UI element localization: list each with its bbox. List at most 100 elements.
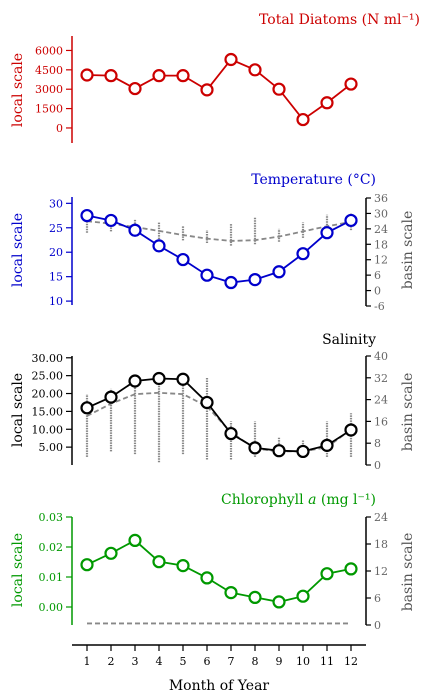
data-point [104,546,118,560]
data-point [200,395,214,410]
data-point [176,252,190,267]
right-tick-label: 32 [374,372,388,385]
data-point [80,68,94,82]
data-point [128,81,142,96]
data-point [80,558,94,572]
left-axis: 0 1500 3000 4500 6000 local scale [10,36,73,143]
data-point [128,533,142,548]
data-point [272,444,286,458]
data-point [224,275,238,290]
x-tick-label: 5 [180,655,187,668]
data-point [320,567,334,581]
local-series-points [80,208,358,290]
left-tick-label: 4500 [35,64,63,77]
right-tick-label: 24 [374,223,388,236]
data-point [104,390,118,404]
right-tick-label: 18 [374,538,388,551]
panel-title: Temperature (°C) [251,172,376,188]
left-tick-label: 5.00 [39,441,64,454]
data-point [344,423,358,437]
data-point [104,69,118,83]
local-series-line [86,214,352,284]
data-point [248,273,262,287]
basin-ranges [85,377,353,463]
data-point [320,226,334,240]
data-point [248,590,262,605]
x-tick-label: 1 [84,655,91,668]
panel-3: Salinity 5.00 10.00 15.00 20.00 25.00 30.00 loc… [10,332,416,472]
data-point [128,223,142,237]
x-axis-label: Month of Year [169,678,270,694]
data-point [152,239,166,253]
panel-2: Temperature (°C) 10 15 20 25 30 local scale -6 0… [10,172,416,313]
left-axis-label: local scale [10,213,26,287]
x-tick-label: 6 [204,655,211,668]
data-point [296,247,310,261]
data-point [176,558,190,573]
data-point [176,372,190,386]
panel-title-unit: (mg l⁻¹) [316,492,376,508]
data-point [80,208,94,223]
left-tick-label: 6000 [35,44,63,57]
right-tick-label: 6 [374,592,381,605]
x-tick-label: 2 [108,655,115,668]
basin-mean-line [86,391,352,453]
left-tick-label: 25 [49,222,63,235]
data-point [80,401,94,415]
data-point [344,77,358,91]
data-point [176,69,190,83]
right-tick-label: 24 [374,394,388,407]
panel-title: Total Diatoms (N ml⁻¹) [259,12,420,28]
right-axis: 0 6 12 18 24 basin scale [365,511,416,632]
right-tick-label: 24 [374,511,388,524]
data-point [152,69,166,83]
right-tick-label: 40 [374,350,388,363]
right-tick-label: 0 [374,619,381,632]
data-point [152,371,166,386]
left-tick-label: 10.00 [32,423,64,436]
local-series-points [80,371,358,459]
data-point [224,52,238,67]
left-tick-label: 0 [56,122,63,135]
x-tick-label: 11 [320,655,334,668]
right-axis-label: basin scale [400,373,416,452]
data-point [296,589,310,603]
x-axis: 1 2 3 4 5 6 7 8 9 10 11 12 Month of Year [72,644,366,694]
left-tick-label: 0.03 [39,511,64,524]
left-axis-label: local scale [10,533,26,607]
local-series-line [86,539,352,603]
data-point [152,555,166,569]
local-series-line [86,377,352,453]
data-point [272,82,286,96]
x-tick-label: 9 [276,655,283,668]
x-tick-label: 4 [156,655,163,668]
right-tick-label: 6 [374,269,381,282]
left-tick-label: 20 [49,246,63,259]
panel-title-italic: a [308,492,316,508]
data-point [224,426,238,441]
right-tick-label: 0 [374,459,381,472]
right-tick-label: 12 [374,254,388,267]
left-tick-label: 15 [49,271,63,284]
right-tick-label: 36 [374,192,388,205]
x-tick-label: 12 [344,655,358,668]
data-point [272,595,286,609]
left-axis: 10 15 20 25 30 local scale [10,197,73,308]
right-tick-label: 16 [374,415,388,428]
left-tick-label: 20.00 [32,388,64,401]
data-point [248,63,262,77]
data-point [224,585,238,600]
left-tick-label: 1500 [35,103,63,116]
local-series-points [80,52,358,127]
x-tick-label: 10 [296,655,310,668]
right-axis: 0 8 16 24 32 40 basin scale [365,350,416,472]
data-point [200,571,214,585]
left-tick-label: 25.00 [32,370,64,383]
left-tick-label: 0.01 [39,571,64,584]
local-series-line [86,58,352,121]
right-tick-label: 12 [374,565,388,578]
panel-title-main: Chlorophyll [221,492,308,508]
data-point [128,374,142,388]
right-tick-label: 0 [374,285,381,298]
local-series-points [80,533,358,609]
